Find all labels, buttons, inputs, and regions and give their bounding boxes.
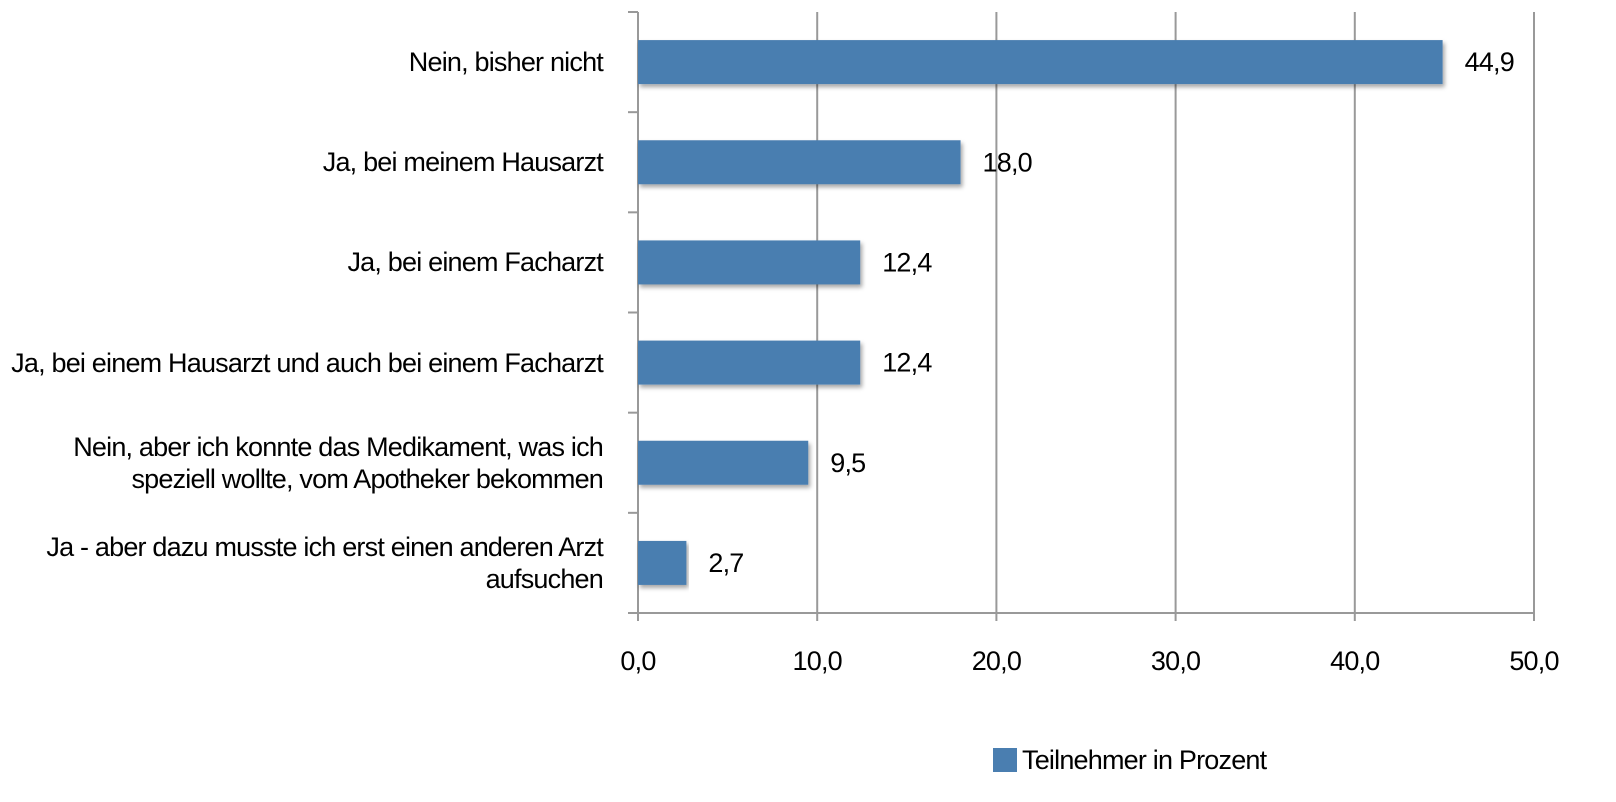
y-tick-label: Ja, bei meinem Hausarzt <box>322 147 604 178</box>
x-tick-label: 50,0 <box>1509 646 1558 676</box>
data-label: 44,9 <box>1465 47 1514 77</box>
data-label: 2,7 <box>708 548 743 578</box>
y-tick-label: Nein, bisher nicht <box>408 47 604 78</box>
bar <box>638 440 809 485</box>
x-tick-label: 40,0 <box>1330 646 1379 676</box>
x-tick-label: 0,0 <box>620 646 655 676</box>
bar <box>638 40 1443 85</box>
y-tick-label: Ja, bei einem Facharzt <box>347 247 603 278</box>
x-tick-label: 30,0 <box>1151 646 1200 676</box>
x-tick-label: 10,0 <box>793 646 842 676</box>
data-label: 18,0 <box>983 147 1032 177</box>
bar <box>638 240 861 285</box>
legend-label: Teilnehmer in Prozent <box>1022 745 1268 775</box>
data-label: 9,5 <box>830 448 865 478</box>
bar <box>638 340 861 385</box>
bar <box>638 140 961 185</box>
bar <box>638 540 687 585</box>
legend-swatch <box>993 748 1017 772</box>
x-tick-label: 20,0 <box>972 646 1021 676</box>
y-tick-label: Ja, bei einem Hausarzt und auch bei eine… <box>11 347 604 378</box>
data-label: 12,4 <box>882 248 932 278</box>
y-tick-label: Nein, aber ich konnte das Medikament, wa… <box>73 431 604 494</box>
data-label: 12,4 <box>882 348 932 378</box>
y-tick-label: Ja - aber dazu musste ich erst einen and… <box>46 531 603 594</box>
